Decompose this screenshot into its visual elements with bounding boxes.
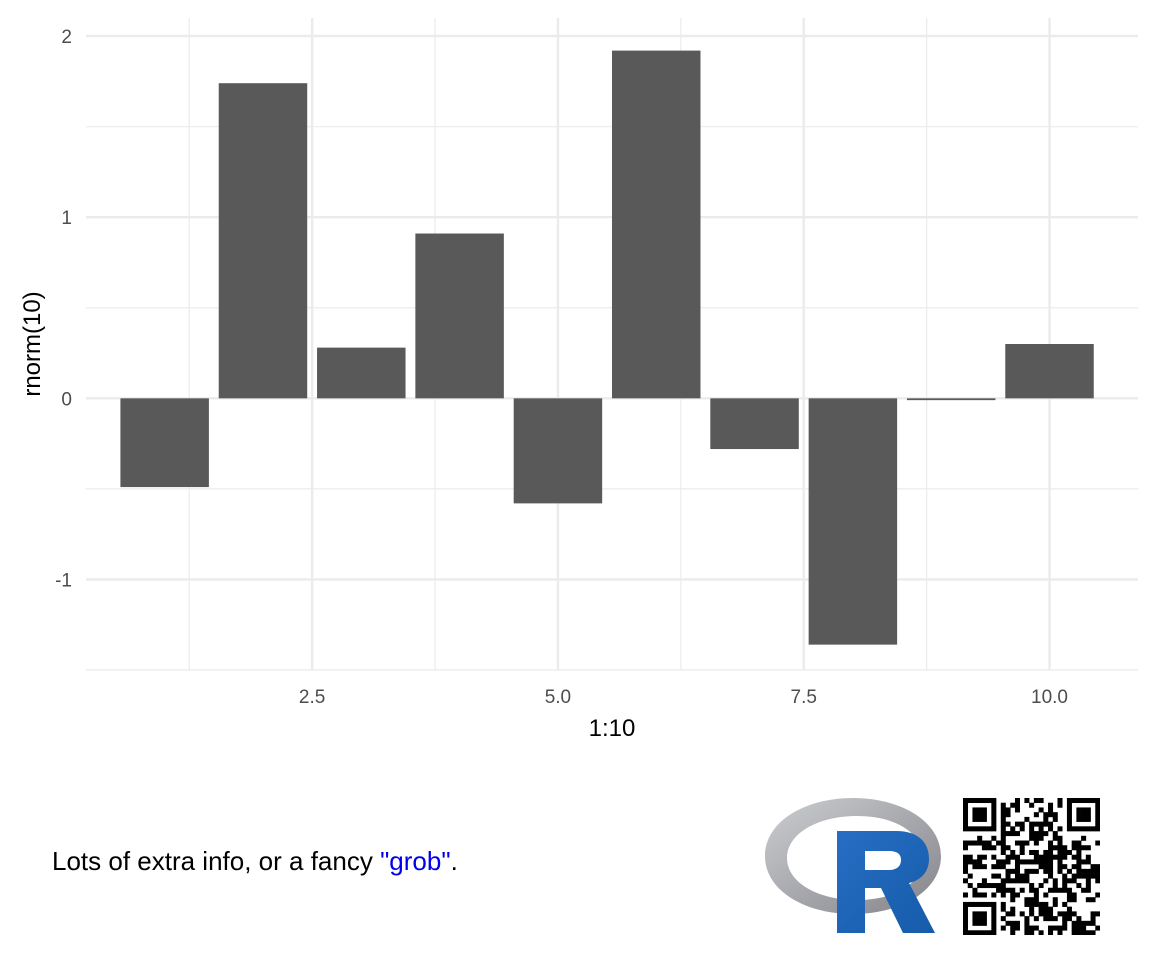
annotation-text-after: . [450, 846, 458, 876]
bar [317, 347, 406, 399]
y-axis-title: rnorm(10) [19, 291, 46, 396]
x-tick-label: 2.5 [299, 687, 325, 708]
bar [1005, 344, 1094, 399]
y-tick-label: -1 [55, 570, 72, 591]
bar [808, 398, 898, 645]
x-tick-label: 5.0 [545, 687, 571, 708]
y-tick-label: 0 [61, 389, 72, 410]
bar [513, 398, 603, 504]
bar [710, 398, 799, 450]
qr-code-icon [963, 798, 1100, 935]
bars [120, 50, 1094, 645]
x-axis-ticks: 2.5 5.0 7.5 10.0 [299, 687, 1068, 708]
y-tick-label: 2 [61, 27, 72, 48]
y-axis-ticks: -1 0 1 2 [55, 27, 72, 591]
x-tick-label: 10.0 [1031, 687, 1068, 708]
x-axis-title: 1:10 [589, 715, 636, 742]
bar [906, 398, 996, 401]
x-tick-label: 7.5 [791, 687, 817, 708]
r-logo-icon [765, 798, 941, 933]
annotation-text: Lots of extra info, or a fancy "grob". [52, 846, 458, 877]
bar [612, 50, 701, 399]
bar [218, 83, 308, 399]
y-tick-label: 1 [61, 208, 72, 229]
annotation-highlight: "grob" [380, 846, 451, 876]
bar [415, 233, 504, 399]
annotation-text-before: Lots of extra info, or a fancy [52, 846, 381, 876]
bar [120, 398, 209, 488]
bar-chart: -1 0 1 2 2.5 5.0 7.5 10.0 1:10 rnorm(10) [19, 18, 1138, 742]
